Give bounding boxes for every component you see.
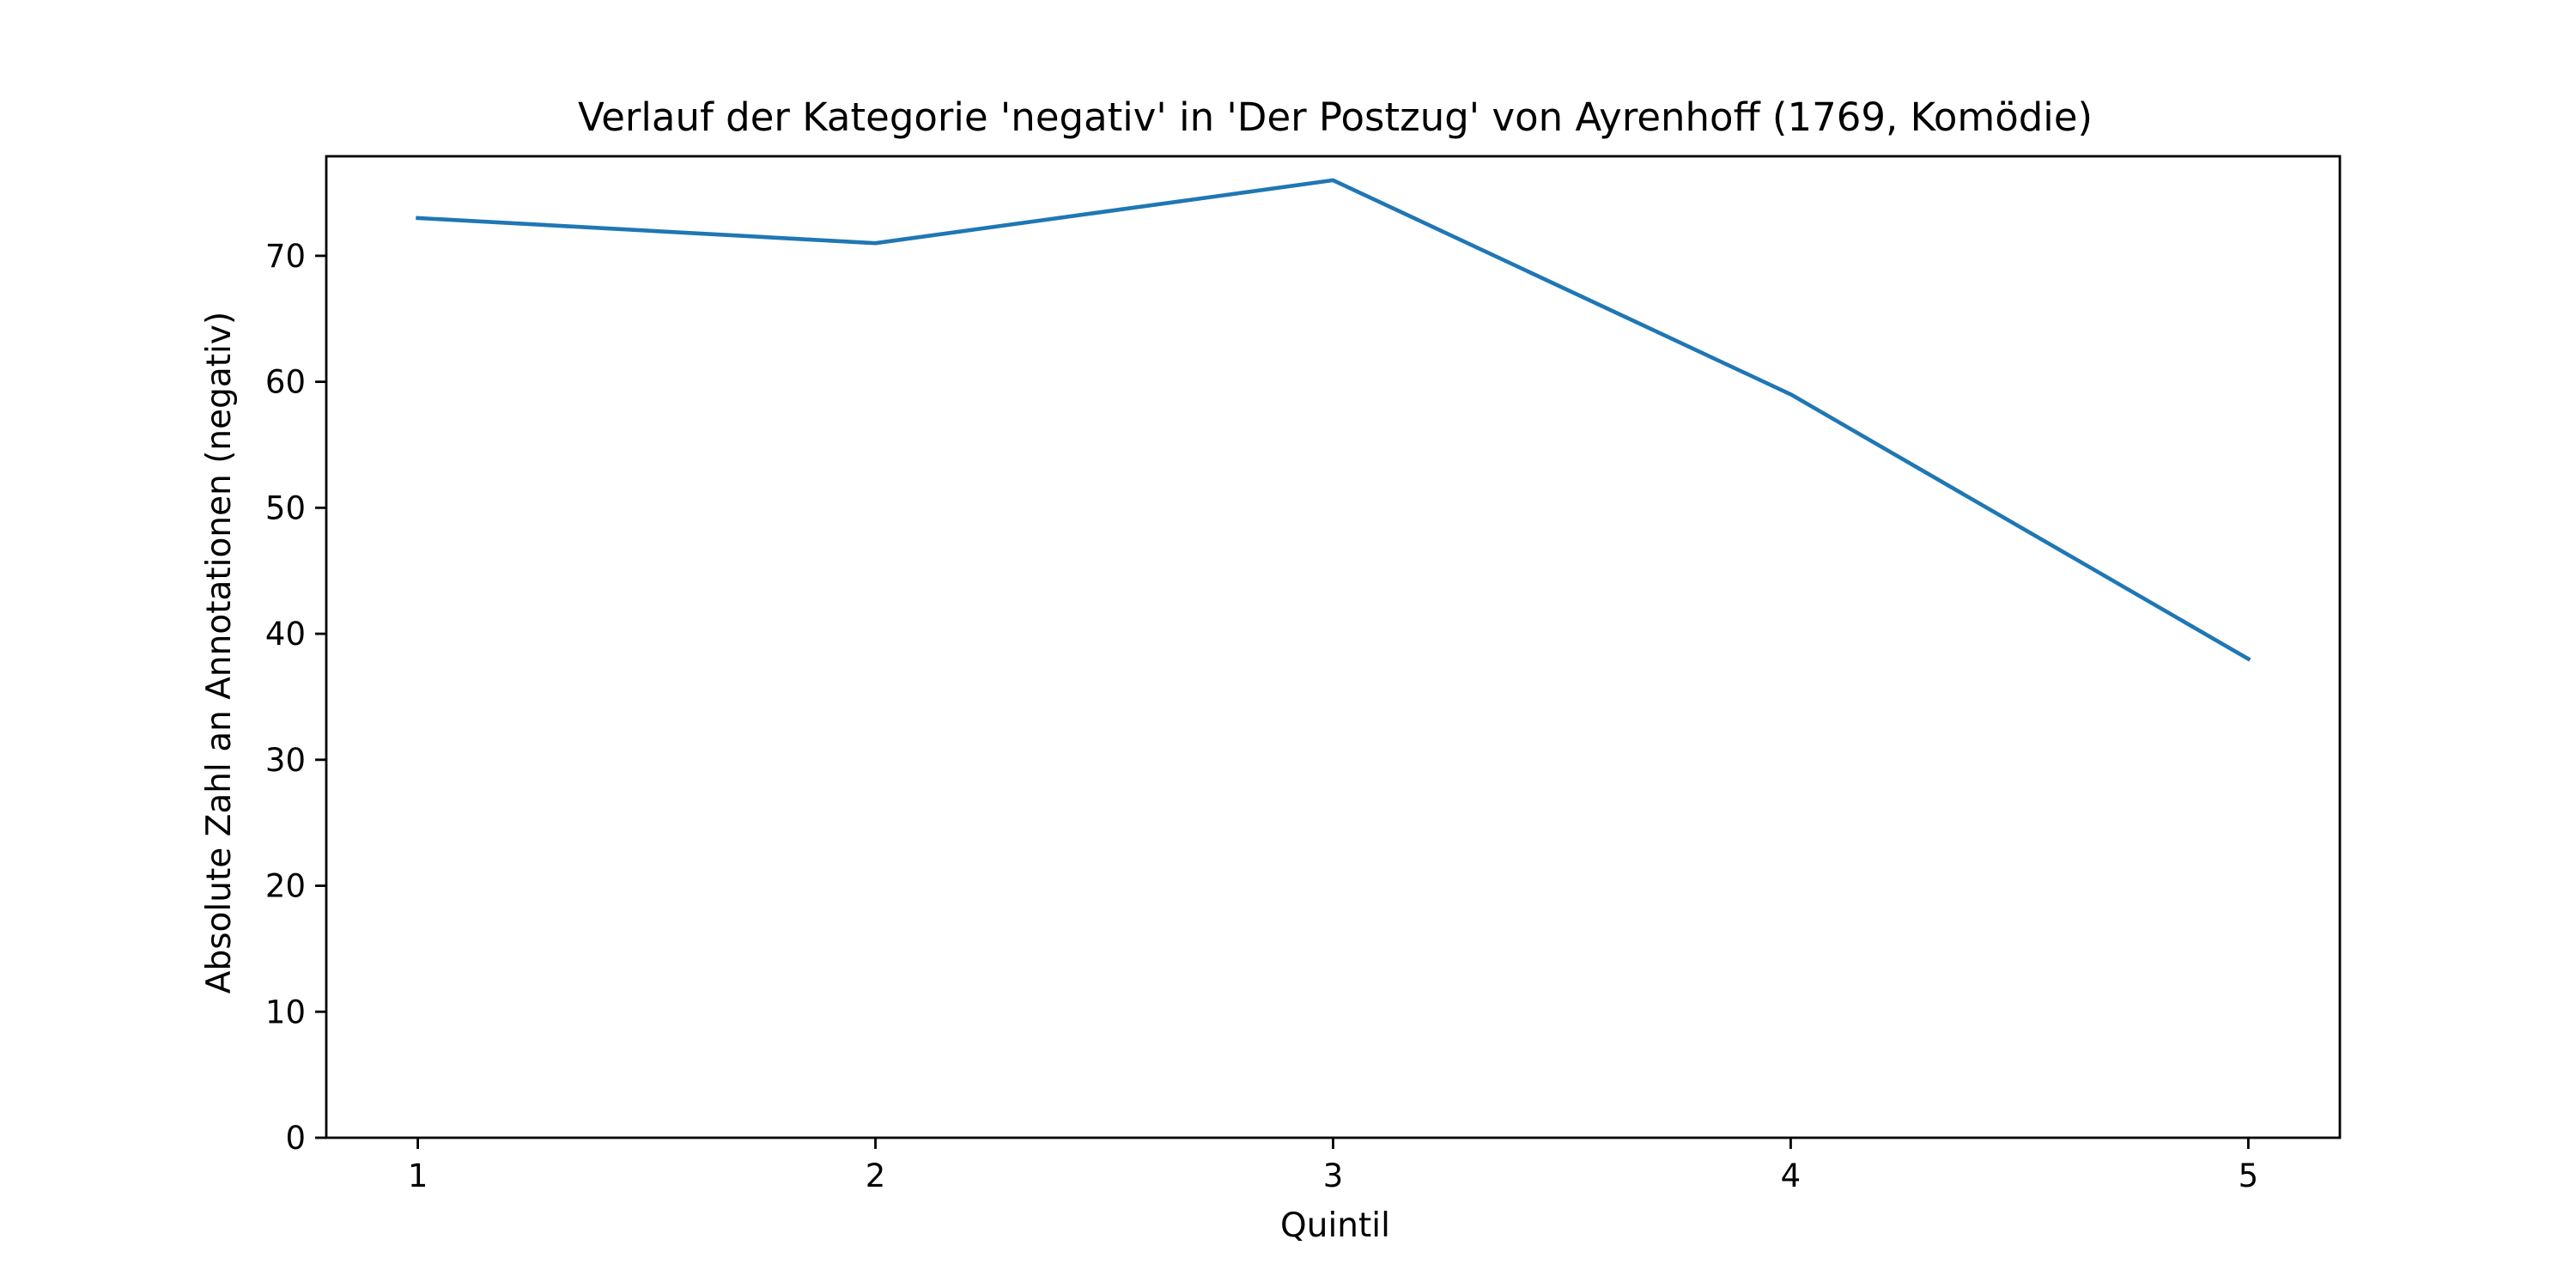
x-tick-label: 2 [866,1157,886,1194]
chart-title: Verlauf der Kategorie 'negativ' in 'Der … [578,94,2093,140]
y-tick-label: 30 [265,742,306,779]
y-tick-label: 20 [265,868,306,905]
series-line [416,178,2251,662]
y-tick-label: 60 [265,364,306,401]
x-tick-label: 1 [408,1157,428,1194]
y-axis: 0 10 20 30 40 50 60 70 [265,238,326,1157]
y-tick-label: 40 [265,616,306,653]
y-tick-label: 10 [265,993,306,1030]
x-tick-label: 3 [1323,1157,1344,1194]
y-tick-label: 70 [265,238,306,275]
x-tick-label: 4 [1781,1157,1801,1194]
y-axis-label: Absolute Zahl an Annotationen (negativ) [200,312,239,993]
y-tick-label: 0 [285,1120,306,1157]
y-tick-label: 50 [265,489,306,526]
x-axis: 1 2 3 4 5 [408,1138,2258,1194]
x-axis-label: Quintil [1280,1206,1390,1245]
x-tick-label: 5 [2239,1157,2259,1194]
series-group [416,178,2251,662]
